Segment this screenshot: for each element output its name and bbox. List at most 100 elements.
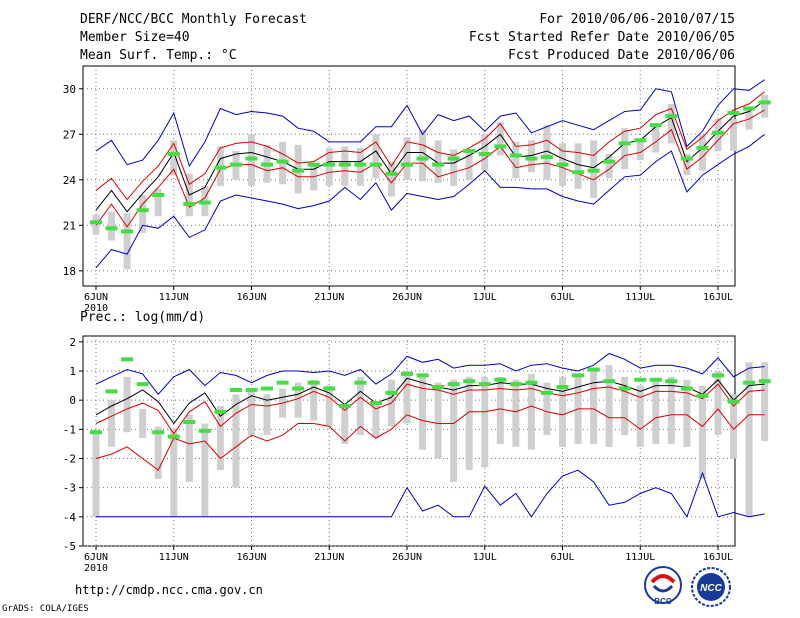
precip-member-box — [434, 382, 442, 459]
precip-member-box — [698, 385, 706, 479]
precip-median-marker — [665, 379, 678, 384]
precip-median-marker — [494, 377, 507, 382]
temp-xtick-label: 1JUL — [473, 292, 497, 303]
precip-xtick-label: 6JUL — [550, 552, 574, 563]
precip-member-box — [294, 382, 302, 418]
temp-member-box — [574, 143, 582, 189]
precip-member-box — [621, 376, 629, 436]
bcc-logo: BCC — [640, 566, 686, 608]
precip-ytick-label: -4 — [63, 511, 77, 524]
grads-credit: GrADS: COLA/IGES — [2, 604, 89, 614]
precip-median-marker — [525, 380, 538, 385]
precip-member-box — [154, 426, 162, 479]
temp-member-box — [325, 147, 333, 186]
temp-spread-lower-line — [95, 109, 765, 228]
temp-member-box — [512, 141, 520, 179]
temp-median-marker — [307, 162, 320, 167]
precip-member-box — [590, 371, 598, 444]
precip-median-marker — [245, 387, 258, 392]
temp-median-marker — [587, 168, 600, 173]
precip-median-marker — [680, 386, 693, 391]
precip-member-box — [652, 379, 660, 444]
temp-median-marker — [276, 159, 289, 164]
temp-ytick-label: 18 — [63, 265, 76, 278]
temp-median-marker — [525, 156, 538, 161]
temp-member-box — [761, 94, 769, 118]
temp-median-marker — [478, 152, 491, 156]
precip-member-box — [201, 423, 209, 517]
temp-xtick-label: 16JUL — [703, 292, 733, 303]
temp-member-box — [496, 122, 504, 156]
temp-median-marker — [292, 168, 305, 173]
precip-member-box — [496, 376, 504, 444]
precip-member-box — [232, 394, 240, 488]
temp-median-marker — [105, 226, 118, 231]
temp-plot-frame — [82, 65, 736, 287]
precip-member-box — [730, 394, 738, 459]
temp-member-box — [450, 149, 458, 186]
temp-member-box — [154, 188, 162, 217]
precip-median-marker — [292, 386, 305, 391]
temp-median-marker — [494, 144, 507, 149]
temp-median-marker — [338, 162, 351, 167]
chart-title: DERF/NCC/BCC Monthly Forecast — [80, 12, 307, 27]
precip-xtick-label: 16JUL — [703, 552, 733, 563]
precip-median-marker — [136, 382, 149, 387]
temp-median-marker — [167, 152, 180, 156]
temp-spread-upper-line — [95, 91, 765, 201]
precip-member-box — [325, 385, 333, 427]
precip-spread-upper-line — [95, 383, 765, 435]
precip-median-marker — [369, 401, 382, 406]
precip-xtick-label: 11JUL — [625, 552, 655, 563]
temp-median-marker — [696, 145, 709, 150]
precip-median-marker — [758, 379, 771, 384]
precip-median-marker — [105, 389, 118, 394]
precip-xtick-year: 2010 — [84, 563, 108, 574]
source-url[interactable]: http://cmdp.ncc.cma.gov.cn — [75, 583, 263, 597]
precip-member-box — [559, 376, 566, 447]
precip-member-box — [419, 373, 427, 450]
precip-ytick-label: 0 — [69, 394, 76, 407]
temp-median-marker — [556, 162, 569, 167]
precip-median-marker — [463, 379, 476, 384]
temp-member-box — [434, 140, 442, 183]
precip-min-line — [96, 469, 765, 518]
precip-median-marker — [354, 380, 367, 385]
temp-median-marker — [401, 162, 413, 167]
member-size: Member Size=40 — [80, 30, 190, 45]
precip-median-marker — [447, 382, 460, 387]
precip-median-marker — [603, 379, 616, 384]
precip-member-box — [263, 394, 271, 436]
temp-min-line — [95, 133, 765, 269]
precip-member-box — [667, 376, 675, 444]
temp-member-box — [621, 128, 629, 170]
temp-median-marker — [432, 162, 445, 167]
temp-median-marker — [634, 138, 647, 143]
precip-ytick-label: -3 — [63, 482, 76, 495]
precip-median-marker — [276, 380, 289, 385]
temp-member-box — [683, 154, 691, 176]
temp-member-box — [170, 140, 178, 176]
temp-max-line — [95, 79, 765, 168]
temp-xtick-label: 21JUN — [314, 292, 344, 303]
precip-member-box — [481, 376, 489, 468]
precip-member-box — [372, 403, 380, 439]
variable-label: Mean Surf. Temp.: °C — [80, 48, 237, 63]
precip-ytick-label: -5 — [63, 540, 76, 553]
precip-ytick-label: 1 — [69, 365, 76, 378]
precip-median-marker — [587, 367, 600, 372]
temp-median-marker — [416, 156, 429, 161]
temp-median-marker — [712, 130, 724, 135]
temp-median-marker — [136, 208, 149, 213]
forecast-produced-date: Fcst Produced Date 2010/06/06 — [508, 48, 735, 63]
precip-spread-lower-line — [95, 405, 765, 471]
precip-median-marker — [509, 382, 522, 387]
temp-xtick-label: 6JUN — [84, 292, 108, 303]
precip-member-box — [761, 362, 769, 441]
precip-xtick-label: 1JUL — [473, 552, 497, 563]
precip-median-marker — [416, 373, 429, 378]
temp-median-marker — [369, 162, 382, 167]
temp-ytick-label: 27 — [63, 128, 76, 141]
precip-median-marker — [727, 399, 740, 404]
precip-xtick-label: 21JUN — [314, 552, 344, 563]
